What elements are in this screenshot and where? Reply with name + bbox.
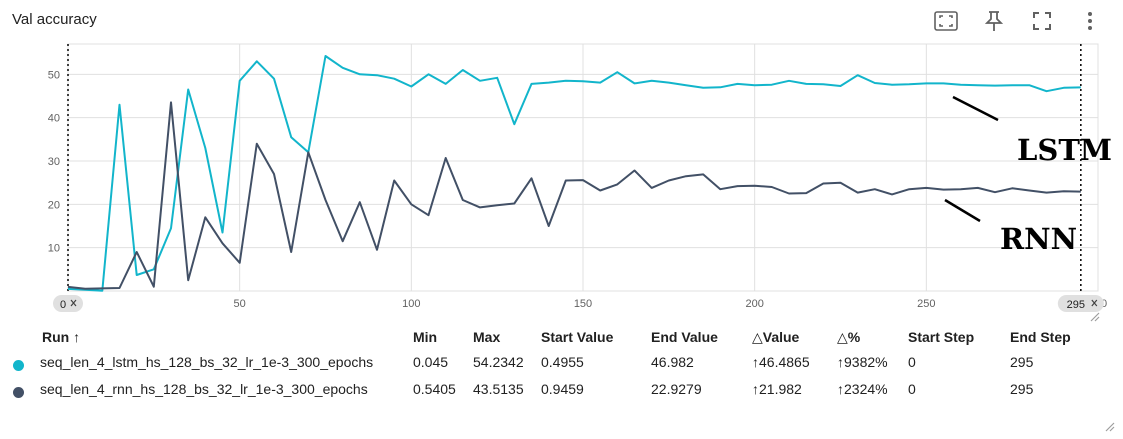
- close-icon: [1091, 299, 1098, 307]
- series-line: [67, 55, 1081, 292]
- y-tick-label: 10: [48, 243, 60, 255]
- fullscreen-selection-icon[interactable]: [933, 8, 959, 34]
- start-step-cell: 0: [908, 353, 916, 370]
- series-line: [67, 101, 1081, 290]
- end-value-column-header[interactable]: End Value: [651, 329, 718, 345]
- delta-value-column-header[interactable]: △Value: [752, 328, 800, 345]
- range-marker-pill: [1057, 295, 1104, 312]
- run-name: seq_len_4_lstm_hs_128_bs_32_lr_1e-3_300_…: [40, 353, 374, 370]
- table-row[interactable]: seq_len_4_rnn_hs_128_bs_32_lr_1e-3_300_e…: [10, 375, 1100, 402]
- delta-pct-cell: ↑9382%: [837, 353, 888, 370]
- run-name: seq_len_4_rnn_hs_128_bs_32_lr_1e-3_300_e…: [40, 380, 368, 397]
- run-color-dot: [13, 386, 24, 398]
- range-marker-chip[interactable]: 295: [1057, 295, 1104, 312]
- run-color-dot: [13, 359, 24, 371]
- min-column-header[interactable]: Min: [413, 329, 438, 345]
- line-chart[interactable]: 10203040500501001502002503000295: [0, 38, 1123, 320]
- min-cell: 0.045: [413, 353, 449, 370]
- delta-pct-cell: ↑2324%: [837, 380, 888, 397]
- table-header-row: Run ↑ Min Max Start Value End Value △Val…: [10, 326, 1100, 348]
- start-step-cell: 0: [908, 380, 916, 397]
- run-column-header[interactable]: Run ↑: [42, 329, 81, 345]
- runs-table: Run ↑ Min Max Start Value End Value △Val…: [10, 326, 1100, 402]
- x-tick-label: 200: [745, 298, 763, 310]
- range-marker-label: 0: [60, 299, 66, 311]
- table-resize-handle[interactable]: [1105, 422, 1115, 432]
- close-icon: [70, 299, 77, 307]
- range-marker-chip[interactable]: 0: [53, 295, 83, 312]
- max-column-header[interactable]: Max: [473, 329, 501, 345]
- end-step-cell: 295: [1010, 353, 1034, 370]
- pin-icon[interactable]: [981, 8, 1007, 34]
- max-cell: 54.2342: [473, 353, 524, 370]
- end-value-cell: 46.982: [651, 353, 694, 370]
- x-tick-label: 250: [917, 298, 935, 310]
- delta-value-cell: ↑46.4865: [752, 353, 810, 370]
- y-tick-label: 20: [48, 199, 60, 211]
- end-step-column-header[interactable]: End Step: [1010, 329, 1071, 345]
- min-cell: 0.5405: [413, 380, 456, 397]
- lstm-annotation: LSTM: [1017, 133, 1113, 167]
- chart-resize-handle[interactable]: [1090, 312, 1100, 322]
- x-tick-label: 150: [574, 298, 592, 310]
- x-tick-label: 50: [234, 298, 246, 310]
- card-title: Val accuracy: [12, 11, 97, 28]
- table-row[interactable]: seq_len_4_lstm_hs_128_bs_32_lr_1e-3_300_…: [10, 348, 1100, 375]
- card-toolbar: [933, 8, 1103, 34]
- y-tick-label: 30: [48, 156, 60, 168]
- range-marker-pill: [53, 295, 83, 312]
- delta-pct-column-header[interactable]: △%: [837, 328, 861, 345]
- max-cell: 43.5135: [473, 380, 524, 397]
- rnn-pointer-line: [944, 198, 981, 223]
- expand-icon[interactable]: [1029, 8, 1055, 34]
- end-value-cell: 22.9279: [651, 380, 702, 397]
- start-step-column-header[interactable]: Start Step: [908, 329, 975, 345]
- x-tick-label: 100: [402, 298, 420, 310]
- y-tick-label: 40: [48, 113, 60, 125]
- lstm-pointer-line: [952, 95, 999, 122]
- start-value-cell: 0.4955: [541, 353, 584, 370]
- y-tick-label: 50: [48, 69, 60, 81]
- range-marker-label: 295: [1067, 299, 1085, 311]
- start-value-cell: 0.9459: [541, 380, 584, 397]
- more-vert-icon[interactable]: [1077, 8, 1103, 34]
- rnn-annotation: RNN: [1000, 222, 1078, 256]
- end-step-cell: 295: [1010, 380, 1034, 397]
- start-value-column-header[interactable]: Start Value: [541, 329, 614, 345]
- delta-value-cell: ↑21.982: [752, 380, 802, 397]
